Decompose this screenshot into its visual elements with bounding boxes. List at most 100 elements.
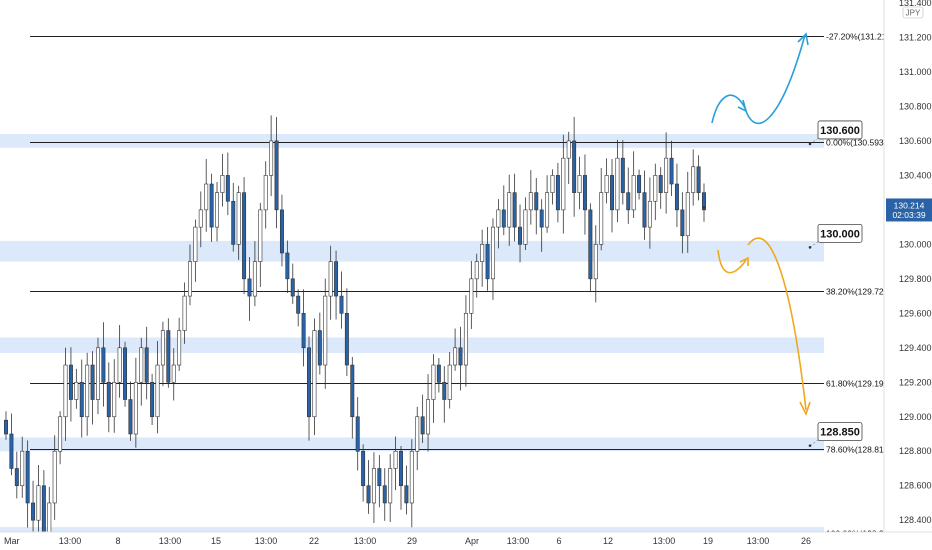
time-tick-label: 8: [115, 536, 120, 546]
bullish-candle: [653, 175, 658, 202]
bullish-candle: [63, 364, 68, 418]
bearish-candle: [317, 330, 322, 366]
bullish-candle: [328, 261, 333, 297]
bullish-candle: [566, 140, 571, 159]
support-resistance-zone: [0, 240, 824, 262]
price-tick-label: 128.400: [899, 515, 932, 525]
time-tick-label: 15: [211, 536, 221, 546]
bullish-candle: [691, 166, 696, 193]
time-tick-label: 13:00: [255, 536, 278, 546]
bearish-candle: [404, 485, 409, 504]
time-tick-label: Mar: [4, 536, 20, 546]
bullish-candle: [139, 347, 144, 383]
bullish-candle: [112, 381, 117, 418]
projection-layer: [711, 32, 811, 417]
bullish-candle: [252, 261, 257, 297]
price-tick-label: 130.800: [899, 101, 932, 111]
bearish-candle: [350, 364, 355, 418]
bearish-candle: [279, 209, 284, 254]
bearish-candle: [680, 209, 685, 237]
currency-badge: [902, 6, 924, 19]
time-axis[interactable]: Mar 13:00 8 13:00 15 13:00 22 13:00 29 Apr 13:00 6 1…: [0, 531, 932, 550]
bearish-candle: [458, 347, 463, 366]
bearish-candle: [382, 485, 387, 504]
bullish-candle: [193, 226, 198, 262]
bullish-candle: [615, 157, 620, 211]
bullish-candle: [52, 450, 57, 504]
bullish-candle: [74, 381, 79, 400]
bearish-candle: [106, 381, 111, 418]
bearish-candle: [702, 192, 706, 211]
bullish-candle: [561, 157, 566, 211]
bearish-candle: [14, 468, 19, 487]
key-level-label: 128.850: [820, 427, 860, 439]
bullish-candle: [631, 175, 636, 211]
bearish-candle: [355, 416, 360, 452]
bearish-candle: [339, 295, 344, 314]
bearish-candle: [658, 175, 663, 193]
last-price-dot: [702, 206, 706, 209]
bullish-candle: [447, 364, 452, 400]
bearish-candle: [485, 244, 490, 280]
price-tick-label: 130.600: [899, 136, 932, 146]
bearish-projection-path-2: [747, 237, 807, 411]
price-axis[interactable]: 131.400 131.200 131.000 130.800 130.600 130.4…: [883, 0, 932, 550]
bullish-projection-path-2: [744, 34, 806, 125]
price-axis-background: [884, 0, 932, 532]
bullish-candle: [453, 347, 458, 366]
price-tick-label: 129.400: [899, 343, 932, 353]
bullish-candle: [171, 364, 176, 383]
bearish-candle: [9, 433, 14, 469]
bullish-candle: [182, 295, 187, 331]
bearish-candle: [436, 364, 441, 383]
bullish-candle: [490, 226, 495, 280]
bullish-candle: [469, 278, 474, 314]
bullish-candle: [550, 175, 555, 193]
bearish-candle: [534, 192, 539, 211]
bullish-candle: [160, 330, 165, 366]
price-tick-label: 131.400: [899, 0, 932, 8]
candle-layer: [4, 115, 706, 550]
bullish-candle: [58, 416, 63, 452]
key-level-anchor-dot: [808, 142, 812, 146]
bullish-candle: [474, 261, 479, 280]
bearish-candle: [620, 157, 625, 193]
bullish-candle: [85, 364, 90, 418]
bearish-candle: [637, 175, 642, 193]
key-level-label: 130.600: [820, 125, 860, 137]
bullish-candle: [263, 175, 268, 211]
bearish-candle: [301, 313, 306, 349]
time-axis-background: [0, 532, 932, 550]
time-tick-label: Apr: [465, 536, 479, 546]
bullish-candle: [177, 330, 182, 366]
bearish-candle: [377, 468, 382, 487]
bullish-candle: [496, 209, 501, 228]
currency-label: JPY: [906, 9, 921, 18]
bullish-candle: [463, 313, 468, 366]
bearish-candle: [361, 450, 366, 487]
fib-level-label: 61.80%(129.193): [826, 379, 891, 389]
time-tick-label: 22: [309, 536, 319, 546]
price-tick-label: 131.000: [899, 67, 932, 77]
price-tick-label: 131.200: [899, 32, 932, 42]
bullish-projection-path: [711, 94, 746, 124]
bearish-candle: [41, 485, 46, 538]
bullish-candle: [604, 175, 609, 193]
bearish-candle: [225, 175, 230, 202]
bullish-candle: [312, 330, 317, 418]
bearish-candle: [90, 364, 95, 400]
time-tick-label: 13:00: [747, 536, 770, 546]
bullish-arrow-head-icon: [737, 32, 809, 113]
bearish-candle: [290, 278, 295, 297]
bearish-projection-path: [717, 249, 747, 274]
bearish-candle: [366, 485, 371, 504]
current-price-tag: 130.214 02:03:39: [886, 198, 932, 222]
bearish-candle: [582, 175, 587, 211]
key-level-layer: 130.600 130.000 128.850: [808, 120, 863, 447]
time-tick-label: 26: [801, 536, 811, 546]
time-tick-label: 13:00: [59, 536, 82, 546]
time-tick-label: 6: [556, 536, 561, 546]
bearish-candle: [307, 347, 311, 418]
bearish-candle: [285, 252, 290, 280]
